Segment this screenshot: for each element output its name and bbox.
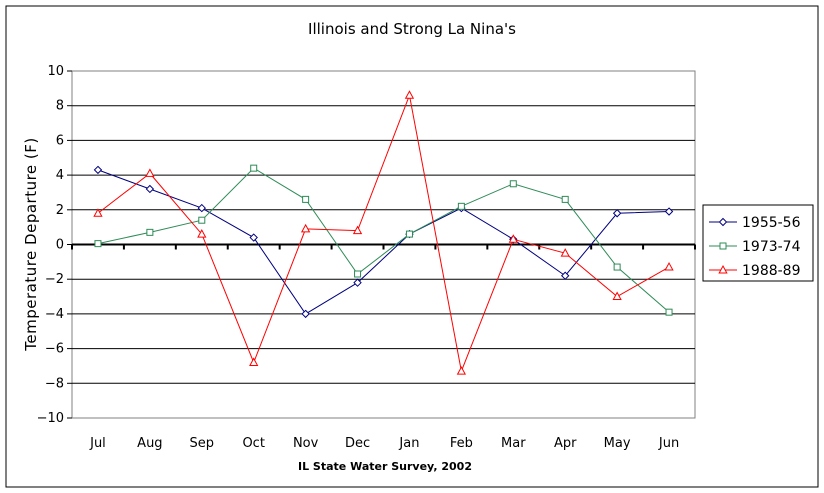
y-tick-label: −2 xyxy=(45,272,64,287)
data-point xyxy=(352,225,363,235)
data-point xyxy=(613,263,621,271)
series-line xyxy=(97,169,670,315)
legend-label: 1988-89 xyxy=(742,263,801,279)
y-tick-label: −10 xyxy=(37,411,64,426)
x-tick-label-may: May xyxy=(604,436,631,451)
data-point xyxy=(93,208,103,217)
data-point xyxy=(561,195,569,203)
legend-item-1988-89: 1988-89 xyxy=(709,263,801,279)
series-line xyxy=(97,167,670,313)
data-point xyxy=(300,223,311,233)
legend-label: 1973-74 xyxy=(742,239,801,255)
y-tick-label: 4 xyxy=(56,168,64,183)
data-point xyxy=(405,230,413,238)
data-point xyxy=(665,308,673,316)
x-tick-label-apr: Apr xyxy=(554,436,577,451)
x-tick-label-jun: Jun xyxy=(658,436,679,451)
series-line xyxy=(97,93,670,373)
y-tick-label: −4 xyxy=(45,307,64,322)
y-tick-label: −8 xyxy=(45,376,64,391)
x-tick-label-oct: Oct xyxy=(242,436,264,451)
series-1973-74 xyxy=(94,164,673,316)
series-lines xyxy=(93,90,674,375)
data-point xyxy=(145,184,155,194)
x-tick-label-dec: Dec xyxy=(345,436,370,451)
data-point xyxy=(612,209,622,218)
y-tick-label: 10 xyxy=(47,64,64,79)
data-point xyxy=(197,203,206,213)
data-point xyxy=(664,262,674,271)
data-point xyxy=(457,202,465,210)
y-axis-label: Temperature Departure (F) xyxy=(22,137,40,352)
data-point xyxy=(301,309,310,319)
data-point xyxy=(197,229,207,238)
x-tick-labels: Jul Aug Sep Oct Nov Dec Jan Feb Mar Apr May Jun xyxy=(89,436,679,451)
data-point xyxy=(249,233,258,242)
y-tick-label: 8 xyxy=(56,99,64,114)
data-point xyxy=(302,195,310,203)
x-tick-label-feb: Feb xyxy=(450,436,473,451)
data-point xyxy=(353,278,362,287)
data-point xyxy=(508,234,518,243)
chart-title: Illinois and Strong La Nina's xyxy=(308,20,516,38)
data-point xyxy=(456,366,467,375)
data-point xyxy=(404,90,415,99)
legend-item-1955-56: 1955-56 xyxy=(709,215,801,231)
data-point xyxy=(719,242,727,250)
data-point xyxy=(145,168,155,177)
y-tick-label: −6 xyxy=(45,342,64,357)
data-point xyxy=(561,271,570,280)
x-tick-label-sep: Sep xyxy=(190,436,215,451)
x-tick-label-jan: Jan xyxy=(398,436,419,451)
data-point xyxy=(146,228,154,236)
data-point xyxy=(718,217,728,227)
series-1988-89 xyxy=(93,90,674,375)
x-tick-label-mar: Mar xyxy=(501,436,526,451)
y-tick-label: 0 xyxy=(56,238,64,253)
data-point xyxy=(250,164,258,172)
x-tick-label-nov: Nov xyxy=(293,436,319,451)
data-point xyxy=(249,357,259,366)
source-note: IL State Water Survey, 2002 xyxy=(298,460,472,473)
y-tick-label: 6 xyxy=(56,133,64,148)
data-point xyxy=(612,291,622,301)
x-tick-label-jul: Jul xyxy=(89,436,106,451)
legend-item-1973-74: 1973-74 xyxy=(709,239,801,255)
data-point xyxy=(509,180,517,188)
data-point xyxy=(664,207,674,216)
data-point xyxy=(198,216,206,224)
data-point xyxy=(94,240,102,248)
legend-label: 1955-56 xyxy=(742,215,801,231)
data-point xyxy=(560,248,570,257)
x-tick-label-aug: Aug xyxy=(137,436,162,451)
y-tick-labels: 10 8 6 4 2 0 −2 −4 −6 −8 −10 xyxy=(37,64,64,426)
legend: 1955-56 1973-74 1988-89 xyxy=(702,204,814,282)
y-tick-label: 2 xyxy=(56,203,64,218)
data-point xyxy=(718,264,728,274)
data-point xyxy=(93,165,103,175)
data-point xyxy=(354,270,362,278)
